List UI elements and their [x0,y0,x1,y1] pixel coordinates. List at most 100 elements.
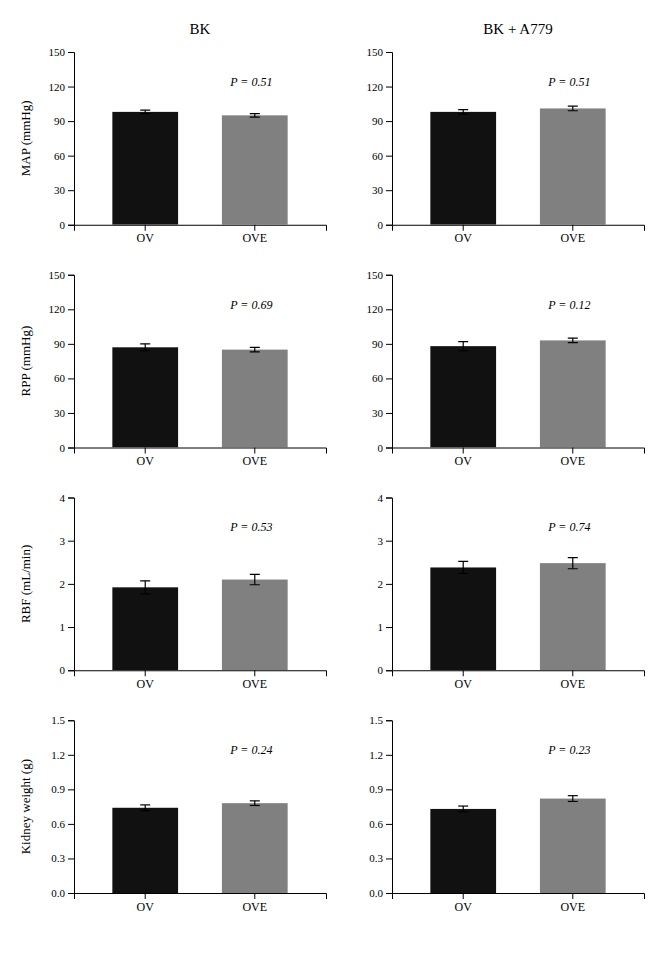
error-bar [568,106,578,111]
error-bar-cap [568,110,578,111]
x-axis-line [393,894,645,900]
y-tick-mark [386,670,392,671]
y-tick-mark [68,413,74,414]
x-tick: OV [137,225,155,246]
x-tick-mark [254,670,255,676]
marks [430,338,605,447]
marks [112,110,287,225]
y-tick: 120 [367,303,393,315]
panel: 0306090120150OVOVEMAP (mmHg)BKP = 0.51 [18,21,327,245]
error-bar [140,110,150,113]
x-tick: OV [137,670,155,691]
y-tick-label: 120 [367,303,384,315]
y-tick-label: 0.3 [51,852,65,864]
annotation: P = 0.24 [229,743,272,757]
x-tick-label: OVE [242,900,267,914]
y-axis: 0306090120150 [49,269,75,454]
error-bar-stem [145,581,146,594]
error-bar [568,558,578,569]
y-tick-label: 1.5 [369,714,383,726]
x-axis: OV OVE [393,448,645,469]
error-bar-stem [254,574,255,584]
annotation: P = 0.23 [547,743,590,757]
y-tick-label: 0 [60,664,66,676]
x-axis-line [393,225,645,231]
error-bar-cap [250,116,260,117]
x-tick: OV [455,225,473,246]
y-tick-label: 0 [60,442,66,454]
y-tick-mark [386,52,392,53]
y-tick: 4 [378,492,393,504]
bar [540,799,606,893]
y-tick-mark [386,541,392,542]
y-tick: 1.2 [369,749,392,761]
y-axis: 0306090120150 [367,46,393,231]
panel: 0306090120150OVOVEP = 0.12 [367,269,645,468]
y-tick-mark [386,87,392,88]
y-tick: 150 [367,46,393,58]
y-tick-label: 90 [54,338,66,350]
y-tick-label: 1.2 [51,749,65,761]
x-axis: OVOVE [75,225,327,246]
bar [430,346,496,447]
x-tick-label: OV [455,454,473,468]
error-bar [458,561,468,573]
y-tick: 2 [60,578,75,590]
x-tick-label: OV [137,900,155,914]
panel: 01234OVOVEP = 0.74 [378,492,645,691]
annotation: P = 0.69 [229,298,272,312]
x-axis: OVOVE [75,670,327,691]
error-bar-cap [568,342,578,343]
y-tick-label: 4 [60,492,66,504]
x-tick-mark [145,893,146,899]
bar [222,350,288,448]
annotation: P = 0.74 [547,520,590,534]
y-tick-label: 30 [372,407,384,419]
y-tick: 0 [378,219,393,231]
x-tick-label: OVE [560,454,585,468]
y-tick: 90 [372,115,392,127]
y-tick-label: 0.9 [369,783,383,795]
y-tick: 90 [54,115,74,127]
error-bar-cap [250,113,260,114]
marks [430,106,605,225]
x-tick-label: OV [137,454,155,468]
error-bar-cap [250,800,260,801]
bar [540,340,606,447]
bar [430,567,496,670]
error-bar-cap [568,801,578,802]
x-tick-mark [572,893,573,899]
x-tick: OV [137,893,155,914]
y-tick: 60 [372,372,392,384]
y-tick: 120 [49,303,75,315]
x-axis-line [75,225,327,231]
y-tick: 1 [378,621,393,633]
error-bar-cap [458,341,468,342]
error-bar-stem [572,106,573,111]
x-tick-label: OVE [560,231,585,245]
error-bar-cap [568,106,578,107]
y-tick-label: 3 [60,535,66,547]
y-tick-label: 0.9 [51,783,65,795]
y-tick-mark [386,275,392,276]
error-bar-stem [463,342,464,351]
y-tick: 30 [372,407,392,419]
y-tick-label: 2 [378,578,384,590]
x-tick: OV [455,448,473,469]
figure: 0306090120150OVOVEMAP (mmHg)BKP = 0.51 0 3… [0,0,658,961]
y-tick-mark [68,498,74,499]
y-tick-label: 60 [372,372,384,384]
error-bar-cap [250,584,260,585]
panel: 0306090120150OVOVERPP (mmHg)P = 0.69 [18,269,327,468]
x-axis: OVOVE [393,893,645,914]
error-bar-stem [572,338,573,343]
y-tick: 0 [60,664,75,676]
y-tick: 0.9 [369,783,392,795]
y-axis-line [68,53,75,226]
error-bar-cap [250,805,260,806]
x-axis-line [75,448,327,454]
x-axis: OV OVE [75,893,327,914]
y-tick-label: 1 [378,621,384,633]
y-tick-mark [68,52,74,53]
y-tick-label: 0 [378,664,384,676]
